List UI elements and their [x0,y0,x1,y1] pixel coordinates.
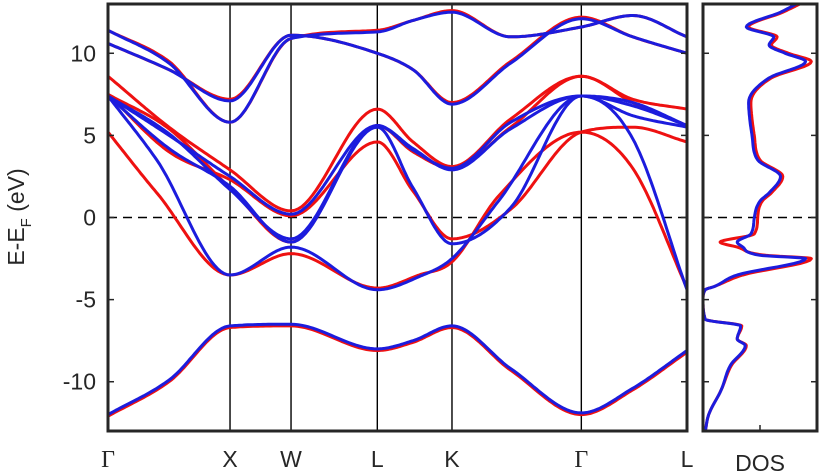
y-tick-label: 0 [83,205,96,231]
bands-series-b [108,10,687,416]
y-axis-title: E-EF (eV) [3,168,35,265]
y-tick-label: -5 [76,287,96,313]
kpoint-label: Γ [574,447,588,473]
dos-line [703,4,808,431]
band-line [108,94,687,241]
y-axis-title-unit: (eV) [3,168,29,218]
band-structure-panel: -10 -5 0 5 10 Γ X W L K Γ L E-EF (eV) [3,2,694,473]
y-tick-label: 10 [70,40,96,66]
band-line [108,322,687,416]
kpoint-label: L [681,446,694,472]
kpoint-label: L [371,446,384,472]
dos-panel: DOS [701,2,819,476]
y-axis-title-main: E-E [3,227,29,265]
dos-curves [703,4,813,431]
kpoint-label: X [222,446,237,472]
band-line [108,94,687,246]
y-tick-label: -10 [63,369,96,395]
kpoint-label: W [280,446,302,472]
dos-x-axis-title: DOS [735,450,785,476]
y-tick-label: 5 [83,122,96,148]
dos-y-axis-ticks [703,52,817,383]
kpoint-label: Γ [101,447,115,473]
y-axis-title-sub: F [18,218,35,227]
band-line [108,10,687,124]
y-axis-ticks: -10 -5 0 5 10 [63,40,687,395]
kpoint-label: K [444,446,460,472]
